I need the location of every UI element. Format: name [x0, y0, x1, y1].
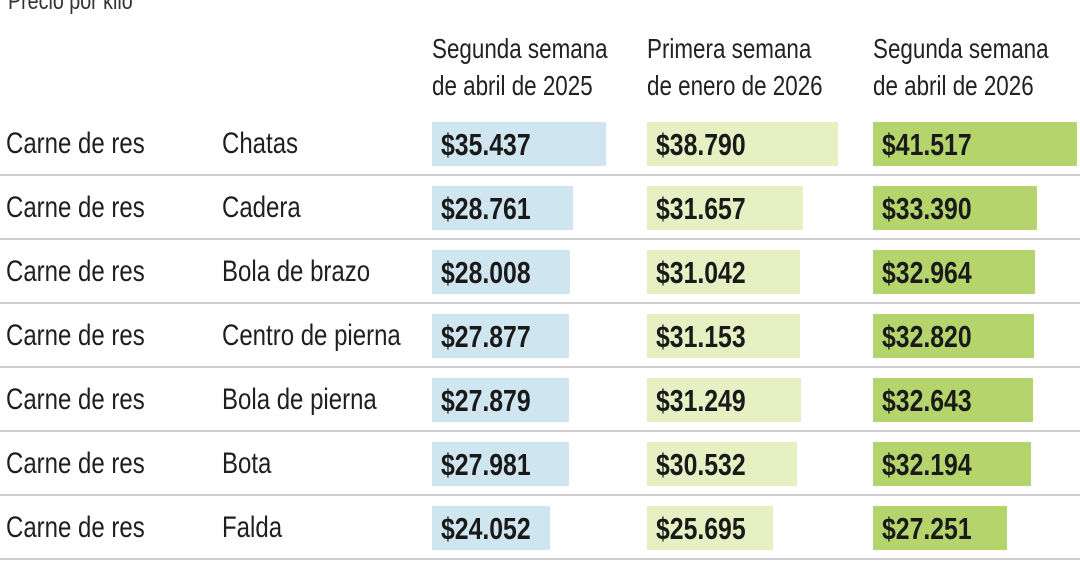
price-bar	[432, 378, 569, 422]
cut-label: Bola de pierna	[222, 383, 377, 416]
column-header-line: Segunda semana	[873, 33, 1049, 64]
cut-label: Bota	[222, 447, 272, 480]
price-value-label: $25.695	[656, 511, 746, 546]
category-label: Carne de res	[6, 127, 145, 160]
price-bar	[647, 506, 773, 550]
price-value-label: $27.879	[441, 383, 531, 418]
price-value-label: $32.964	[882, 255, 972, 290]
column-header-line: de abril de 2025	[432, 70, 593, 101]
price-value-label: $31.657	[656, 191, 746, 226]
price-bar	[873, 122, 1077, 166]
price-bar	[432, 314, 569, 358]
price-bar	[647, 314, 800, 358]
price-bar	[873, 442, 1031, 486]
column-header: Segunda semana de abril de 2026	[873, 30, 1049, 104]
price-bar	[647, 442, 797, 486]
column-header-line: Segunda semana	[432, 33, 608, 64]
table-row: Carne de res Bota $27.981 $30.532 $32.194	[0, 432, 1080, 496]
price-value-label: $32.194	[882, 447, 972, 482]
price-bar	[432, 250, 570, 294]
price-value-label: $27.981	[441, 447, 531, 482]
price-value-label: $24.052	[441, 511, 531, 546]
price-bar	[432, 442, 569, 486]
table-row: Carne de res Chatas $35.437 $38.790 $41.517	[0, 112, 1080, 176]
price-bar	[873, 250, 1035, 294]
table-row: Carne de res Bola de pierna $27.879 $31.249…	[0, 368, 1080, 432]
price-value-label: $31.042	[656, 255, 746, 290]
price-value-label: $30.532	[656, 447, 746, 482]
price-value-label: $32.643	[882, 383, 972, 418]
row-divider	[0, 430, 1080, 432]
cut-label: Bola de brazo	[222, 255, 371, 288]
cut-label: Centro de pierna	[222, 319, 401, 352]
column-header-line: Primera semana	[647, 33, 812, 64]
price-value-label: $31.153	[656, 319, 746, 354]
category-label: Carne de res	[6, 191, 145, 224]
category-label: Carne de res	[6, 511, 145, 544]
price-value-label: $28.761	[441, 191, 531, 226]
table-row: Carne de res Cadera $28.761 $31.657 $33.390	[0, 176, 1080, 240]
price-bar	[873, 186, 1037, 230]
price-bar	[647, 250, 800, 294]
chart-subtitle: Precio por kilo	[8, 0, 133, 15]
price-value-label: $27.251	[882, 511, 972, 546]
price-value-label: $32.820	[882, 319, 972, 354]
column-header: Segunda semana de abril de 2025	[432, 30, 608, 104]
row-divider	[0, 494, 1080, 496]
price-value-label: $31.249	[656, 383, 746, 418]
category-label: Carne de res	[6, 255, 145, 288]
table-row: Carne de res Bola de brazo $28.008 $31.042 $…	[0, 240, 1080, 304]
column-header-line: de abril de 2026	[873, 70, 1034, 101]
price-bar	[873, 314, 1034, 358]
category-label: Carne de res	[6, 447, 145, 480]
price-value-label: $35.437	[441, 127, 531, 162]
price-value-label: $27.877	[441, 319, 531, 354]
price-bar	[647, 186, 803, 230]
cut-label: Falda	[222, 511, 283, 544]
column-header: Primera semana de enero de 2026	[647, 30, 823, 104]
cut-label: Chatas	[222, 127, 299, 160]
category-label: Carne de res	[6, 383, 145, 416]
cut-label: Cadera	[222, 191, 301, 224]
column-header-line: de enero de 2026	[647, 70, 823, 101]
row-divider	[0, 366, 1080, 368]
table-row: Carne de res Falda $24.052 $25.695 $27.251	[0, 496, 1080, 560]
price-bar	[873, 506, 1007, 550]
table-row: Carne de res Centro de pierna $27.877 $31.1…	[0, 304, 1080, 368]
price-bar	[647, 378, 801, 422]
price-bar	[432, 186, 573, 230]
price-bar	[432, 122, 606, 166]
price-bar	[647, 122, 838, 166]
price-value-label: $38.790	[656, 127, 746, 162]
price-bar	[873, 378, 1033, 422]
row-divider	[0, 558, 1080, 560]
row-divider	[0, 238, 1080, 240]
row-divider	[0, 302, 1080, 304]
price-bar	[432, 506, 550, 550]
category-label: Carne de res	[6, 319, 145, 352]
row-divider	[0, 174, 1080, 176]
price-value-label: $41.517	[882, 127, 972, 162]
price-value-label: $33.390	[882, 191, 972, 226]
price-value-label: $28.008	[441, 255, 531, 290]
